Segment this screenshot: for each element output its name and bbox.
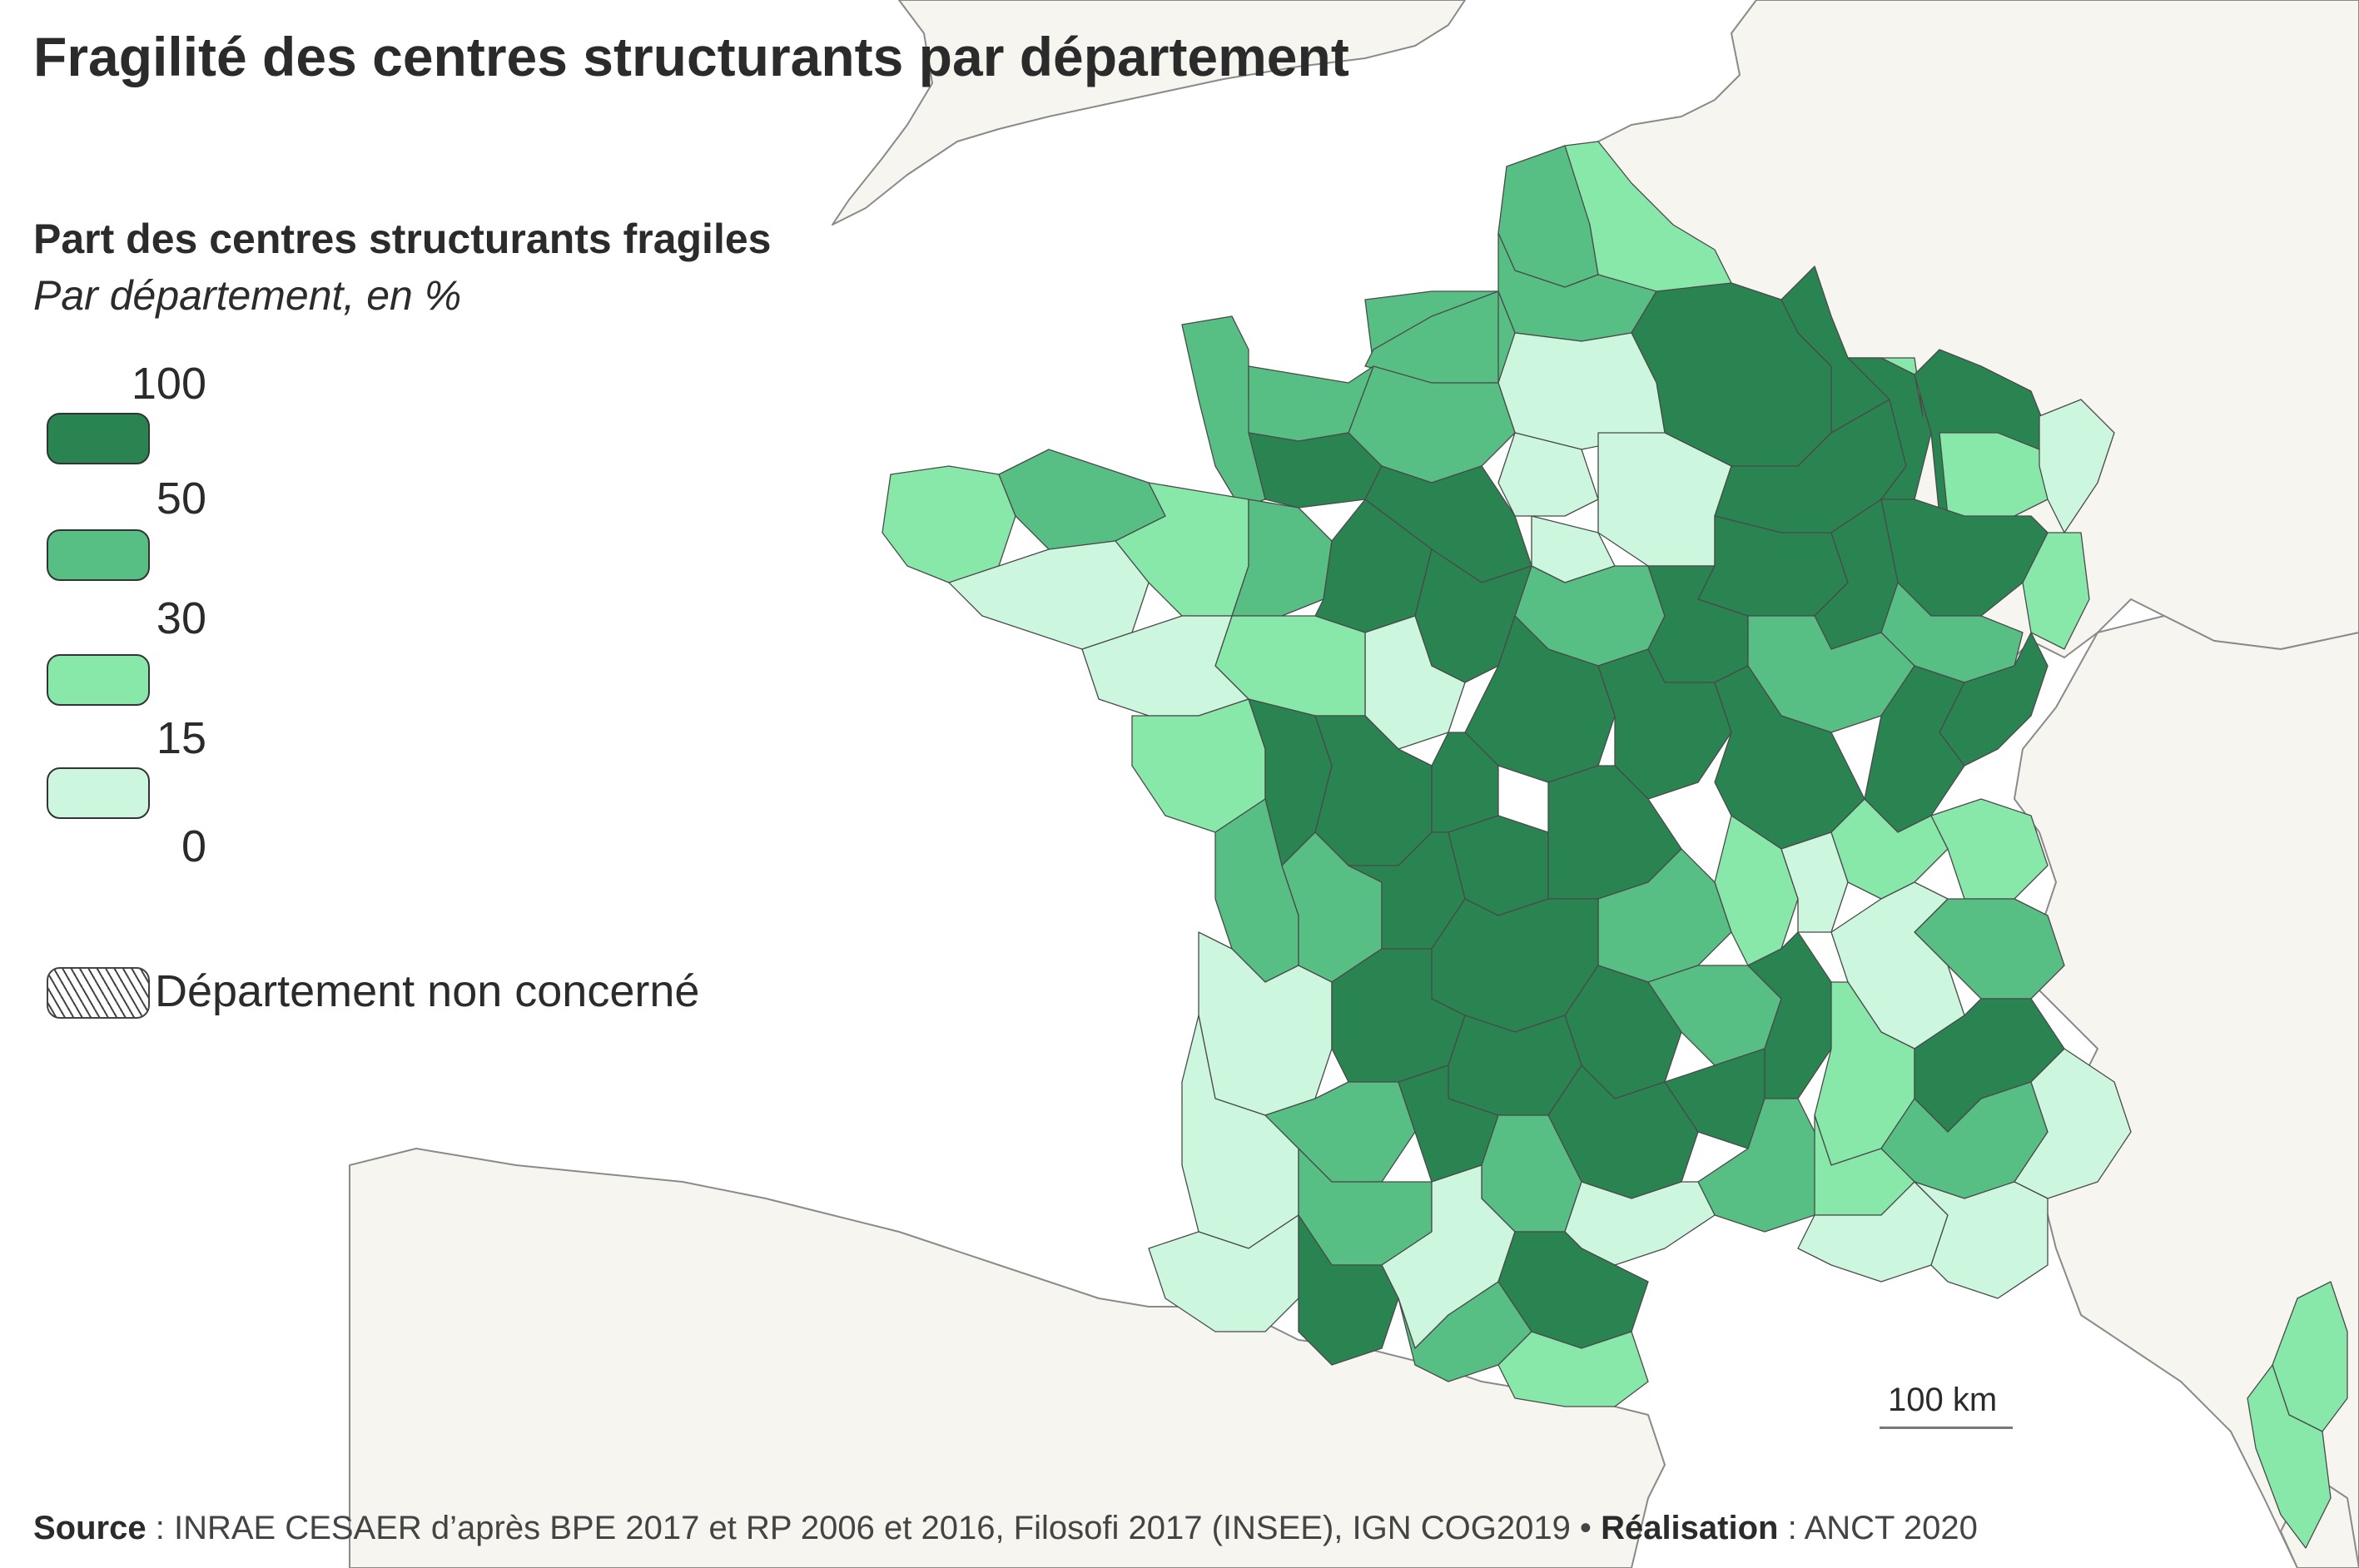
legend-hatch-swatch xyxy=(47,967,150,1019)
source-label: Source xyxy=(33,1510,147,1546)
legend-break-100: 100 xyxy=(131,359,206,409)
land-great-britain xyxy=(832,0,1466,226)
dept-morbihan xyxy=(948,540,1150,650)
dept-bas-rhin xyxy=(2039,399,2115,533)
france-departments xyxy=(882,141,2348,1549)
legend-swatch-30-50 xyxy=(47,529,150,581)
dept-loire-atlantique xyxy=(1081,615,1249,717)
legend-title: Part des centres structurants fragiles xyxy=(33,216,772,262)
dept-oise xyxy=(1497,332,1666,450)
legend-swatch-0-15 xyxy=(47,767,150,819)
dept-finistere xyxy=(882,465,1016,583)
dept-nievre xyxy=(1597,648,1732,800)
legend-break-15: 15 xyxy=(156,713,206,763)
scale-bar xyxy=(1880,1427,2013,1429)
legend-swatch-15-30 xyxy=(47,654,150,706)
legend-break-0: 0 xyxy=(181,821,206,871)
dept-pyrenees-orientales xyxy=(1497,1331,1649,1407)
legend-subtitle: Par département, en % xyxy=(33,272,462,319)
dept-corse-du-sud xyxy=(2247,1364,2332,1549)
legend-not-concerned-label: Département non concerné xyxy=(155,966,700,1016)
dept-mayenne xyxy=(1231,499,1333,617)
source-line: Source : INRAE CESAER d’après BPE 2017 e… xyxy=(33,1510,1978,1547)
map-title: Fragilité des centres structurants par d… xyxy=(33,26,1349,87)
dept-alpes-maritimes xyxy=(2014,1048,2132,1199)
realisation-text: : ANCT 2020 xyxy=(1778,1510,1978,1546)
dept-moselle-north xyxy=(1880,357,1924,417)
realisation-label: Réalisation xyxy=(1601,1510,1779,1546)
land-iberia xyxy=(349,1148,1666,1568)
dept-ardeche xyxy=(1747,931,1832,1099)
legend-break-50: 50 xyxy=(156,474,206,523)
legend-break-30: 30 xyxy=(156,593,206,643)
scale-label: 100 km xyxy=(1888,1382,1998,1418)
dept-var xyxy=(1914,1181,2049,1299)
source-text: : INRAE CESAER d’après BPE 2017 et RP 20… xyxy=(146,1510,1602,1546)
dept-haute-savoie xyxy=(1930,798,2049,900)
dept-val-doise xyxy=(1497,432,1599,517)
dept-nord-east xyxy=(1564,141,1732,296)
legend-swatch-50-100 xyxy=(47,413,150,464)
dept-hautes-pyrenees xyxy=(1298,1214,1399,1366)
